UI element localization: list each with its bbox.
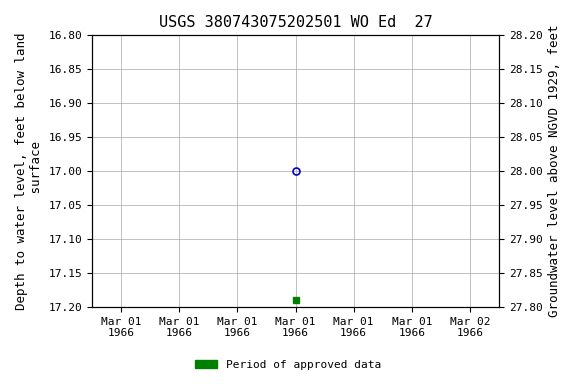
Y-axis label: Depth to water level, feet below land
 surface: Depth to water level, feet below land su… bbox=[15, 32, 43, 310]
Legend: Period of approved data: Period of approved data bbox=[191, 356, 385, 375]
Y-axis label: Groundwater level above NGVD 1929, feet: Groundwater level above NGVD 1929, feet bbox=[548, 25, 561, 318]
Title: USGS 380743075202501 WO Ed  27: USGS 380743075202501 WO Ed 27 bbox=[158, 15, 433, 30]
